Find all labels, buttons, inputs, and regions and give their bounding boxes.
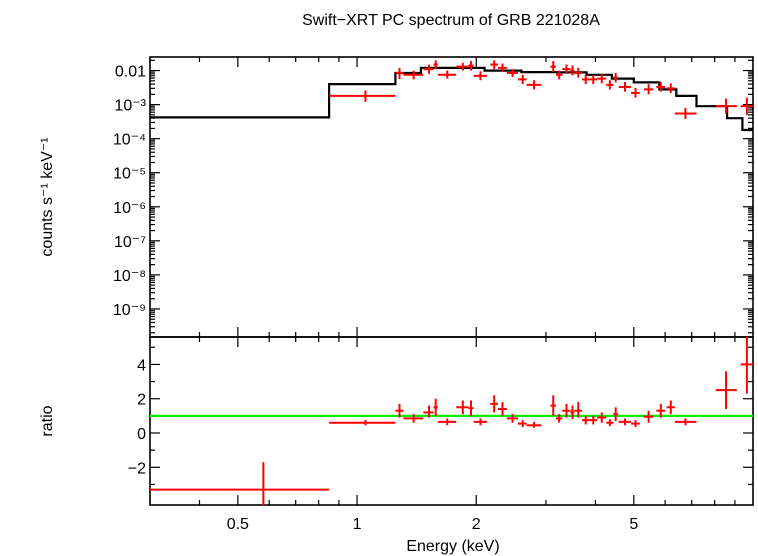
data-point	[468, 400, 474, 416]
y-tick-label: 10⁻⁶	[113, 200, 146, 217]
x-tick-label: 0.5	[227, 516, 249, 533]
data-point	[555, 70, 563, 80]
data-point	[618, 82, 632, 92]
data-point	[643, 84, 654, 95]
data-point	[518, 420, 527, 427]
data-point	[643, 410, 654, 423]
data-point	[715, 371, 737, 409]
data-point	[329, 90, 396, 102]
data-point	[562, 64, 571, 74]
data-point	[656, 82, 666, 92]
spectrum-panel-frame	[149, 56, 754, 338]
data-point	[473, 418, 488, 426]
data-point	[550, 395, 556, 416]
data-point	[570, 405, 575, 420]
data-point	[395, 67, 404, 80]
data-point	[526, 80, 542, 90]
data-point	[666, 400, 675, 415]
data-point	[674, 107, 697, 119]
model-curve	[150, 66, 753, 132]
data-point	[555, 414, 563, 423]
data-point	[403, 414, 424, 423]
spectrum-x-axis	[149, 57, 736, 337]
data-point	[574, 67, 583, 78]
data-point	[715, 98, 737, 114]
y-tick-label: 2	[137, 392, 146, 409]
data-point	[403, 70, 424, 80]
data-point	[433, 398, 438, 416]
data-point	[433, 60, 438, 70]
ratio-y-axis: 4 2 0 −2	[128, 346, 753, 486]
data-point	[613, 407, 618, 421]
y-tick-label: 4	[137, 357, 146, 374]
y-tick-label: −2	[128, 460, 146, 477]
spectrum-data-points	[329, 60, 753, 119]
x-axis-label: Energy (keV)	[406, 538, 499, 555]
data-point	[423, 405, 434, 418]
data-point	[506, 414, 519, 423]
spectrum-y-axis: 0.01 10⁻³ 10⁻⁴ 10⁻⁵ 10⁻⁶ 10⁻⁷ 10⁻⁸ 10⁻⁹	[113, 59, 753, 334]
data-point	[490, 395, 499, 413]
ratio-panel: 4 2 0 −2 0.5 1 2 5	[128, 336, 754, 533]
data-point	[473, 71, 488, 81]
data-point	[456, 400, 469, 415]
ratio-panel-frame	[149, 336, 754, 506]
data-point	[150, 462, 330, 505]
data-point	[597, 412, 607, 423]
data-point	[666, 83, 675, 93]
x-tick-label: 1	[353, 516, 362, 533]
chart-title: Swift−XRT PC spectrum of GRB 221028A	[302, 12, 600, 29]
data-point	[606, 419, 614, 427]
spectrum-y-axis-label: counts s⁻¹ keV⁻¹	[39, 137, 56, 256]
data-point	[618, 418, 632, 426]
y-tick-label: 10⁻⁸	[113, 268, 146, 285]
data-point	[498, 63, 507, 73]
y-tick-label: 10⁻³	[114, 98, 146, 115]
data-point	[526, 421, 542, 428]
data-point	[423, 64, 434, 74]
data-point	[329, 420, 396, 426]
data-point	[613, 72, 618, 83]
data-point	[498, 402, 507, 416]
data-point	[740, 337, 753, 394]
data-point	[437, 418, 457, 426]
y-tick-label: 0.01	[115, 64, 146, 81]
data-point	[589, 74, 598, 85]
data-point	[606, 80, 614, 90]
data-point	[437, 70, 457, 79]
data-point	[740, 97, 753, 115]
data-point	[582, 415, 590, 425]
y-tick-label: 10⁻⁹	[113, 302, 146, 319]
data-point	[574, 402, 583, 418]
data-point	[562, 403, 571, 418]
data-point	[395, 403, 404, 418]
data-point	[631, 87, 640, 98]
y-tick-label: 0	[137, 426, 146, 443]
data-point	[490, 60, 499, 70]
data-point	[570, 65, 575, 76]
x-tick-label: 2	[472, 516, 481, 533]
data-point	[506, 69, 519, 77]
y-tick-label: 10⁻⁵	[113, 166, 146, 183]
data-point	[631, 420, 640, 427]
data-point	[597, 73, 607, 84]
data-point	[518, 74, 527, 85]
x-tick-label: 5	[629, 516, 638, 533]
spectrum-panel: 0.01 10⁻³ 10⁻⁴ 10⁻⁵ 10⁻⁶ 10⁻⁷ 10⁻⁸ 10⁻⁹	[113, 56, 754, 338]
ratio-y-axis-label: ratio	[39, 405, 56, 436]
ratio-data-points	[150, 337, 753, 505]
data-point	[550, 61, 556, 73]
data-point	[468, 61, 474, 71]
data-point	[589, 415, 598, 425]
data-point	[456, 62, 469, 71]
model-step-line	[150, 66, 753, 132]
y-tick-label: 10⁻⁴	[113, 132, 146, 149]
data-point	[582, 74, 590, 85]
ratio-x-axis: 0.5 1 2 5	[149, 337, 736, 533]
data-point	[656, 403, 666, 418]
y-tick-label: 10⁻⁷	[114, 234, 146, 251]
data-point	[674, 418, 697, 426]
